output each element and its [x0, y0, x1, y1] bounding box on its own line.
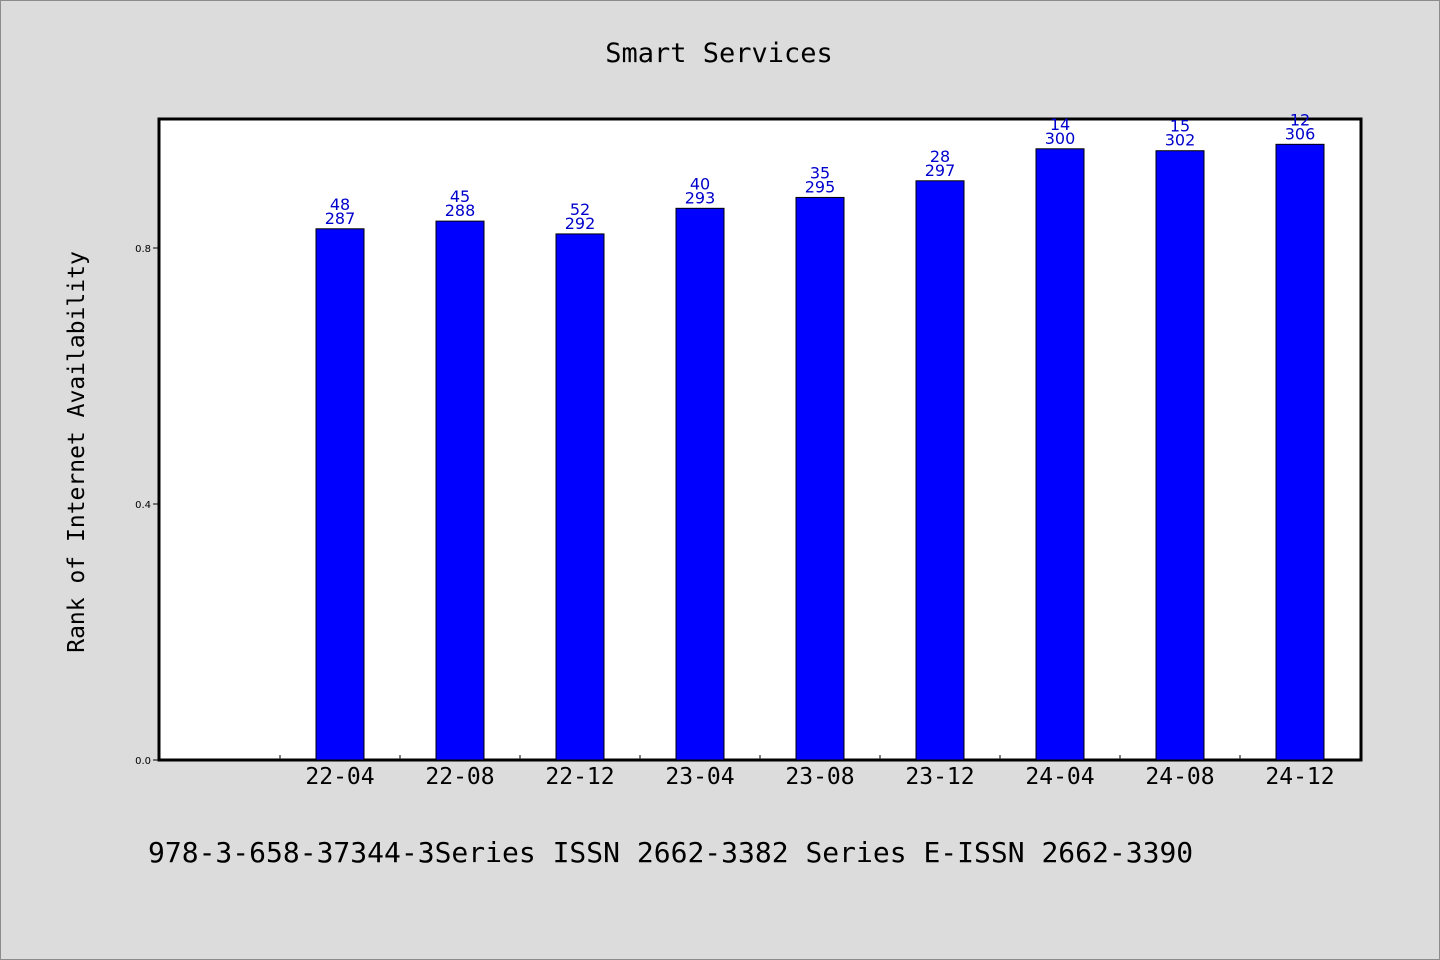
data-label-top: 35 — [810, 163, 830, 182]
data-label-bottom: 295 — [805, 177, 836, 196]
footer-isbn-text: 978-3-658-37344-3Series ISSN 2662-3382 S… — [148, 836, 1193, 869]
y-axis-label: Rank of Internet Availability — [64, 251, 90, 653]
x-tick-label: 24-04 — [1025, 764, 1094, 790]
bar — [1275, 143, 1325, 761]
x-tick-label: 23-08 — [785, 764, 854, 790]
y-tick-label: 0.0 — [135, 756, 151, 767]
bar — [675, 207, 725, 761]
bar — [555, 233, 605, 761]
x-tick-label: 22-12 — [545, 764, 614, 790]
bar-series — [315, 143, 1325, 761]
y-tick-label: 0.8 — [135, 244, 151, 255]
x-axis: 22-04 22-08 22-12 23-04 23-08 23-12 24-04 24-08… — [279, 755, 1361, 790]
data-label-bottom: 292 — [565, 214, 596, 233]
x-tick-label: 23-12 — [905, 764, 974, 790]
x-tick-label: 24-08 — [1145, 764, 1214, 790]
bar — [1035, 148, 1085, 761]
bar — [435, 220, 485, 761]
data-label-bottom: 287 — [325, 209, 356, 228]
bar — [315, 228, 365, 761]
data-label-bottom: 302 — [1165, 131, 1196, 150]
y-axis: 0.0 0.4 0.8 — [135, 244, 159, 767]
data-label-bottom: 306 — [1285, 124, 1316, 143]
y-tick-label: 0.4 — [135, 500, 151, 511]
data-label-top: 48 — [330, 195, 350, 214]
data-label-bottom: 288 — [445, 201, 476, 220]
bar — [915, 180, 965, 761]
bar — [795, 196, 845, 761]
data-label-top: 40 — [690, 174, 710, 193]
data-label-bottom: 293 — [685, 188, 716, 207]
data-label-bottom: 297 — [925, 161, 956, 180]
data-label-bottom: 300 — [1045, 129, 1076, 148]
data-label-top: 52 — [570, 200, 590, 219]
data-label-top: 14 — [1050, 115, 1070, 134]
data-label-top: 15 — [1170, 117, 1190, 136]
x-tick-label: 22-08 — [425, 764, 494, 790]
x-tick-label: 24-12 — [1265, 764, 1334, 790]
x-tick-label: 22-04 — [305, 764, 374, 790]
data-label-top: 45 — [450, 187, 470, 206]
chart-title: Smart Services — [605, 38, 833, 69]
data-label-top: 12 — [1290, 110, 1310, 129]
x-tick-label: 23-04 — [665, 764, 734, 790]
data-label-top: 28 — [930, 147, 950, 166]
bar — [1155, 150, 1205, 761]
